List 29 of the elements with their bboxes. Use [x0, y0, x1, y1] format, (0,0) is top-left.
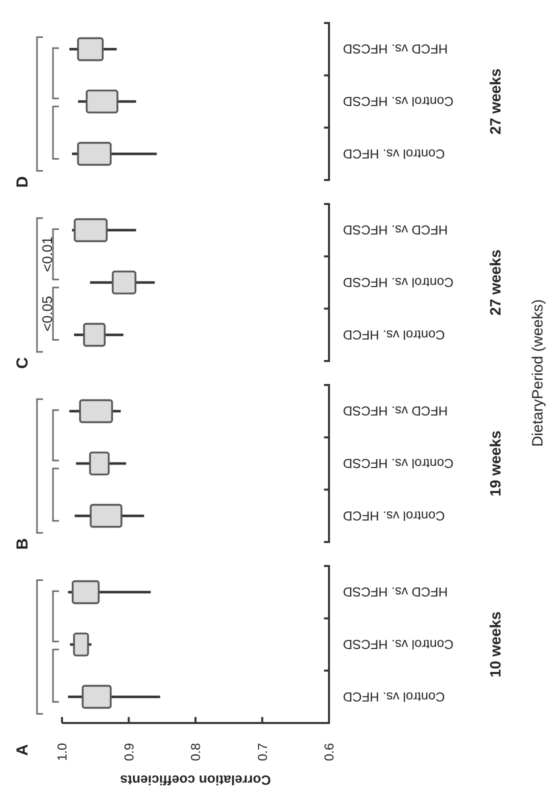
text: C: [14, 356, 32, 369]
x-tick-label: 0.6: [322, 742, 337, 762]
y-tick-label: Control vs. HFCD: [343, 508, 445, 524]
text: <0.01: [38, 236, 55, 272]
x-axis-title: Correlation coefficients: [120, 772, 271, 788]
text: <0.05: [38, 296, 55, 332]
y-tick-label: Control vs. HFCD: [343, 327, 445, 342]
text: A: [14, 744, 32, 756]
y-tick-label: Control vs. HFCSD: [343, 456, 454, 471]
y-axis-title: 27 weeks: [487, 250, 504, 316]
y-axis-title: 27 weeks: [487, 68, 504, 134]
text: B: [14, 538, 32, 550]
text: DietaryPeriod (weeks): [529, 299, 546, 447]
y-tick-label: Control vs. HFCD: [343, 146, 445, 162]
y-tick-label: Control vs. HFCSD: [343, 636, 454, 652]
y-axis-title: 19 weeks: [487, 430, 504, 496]
x-tick-label: 0.8: [188, 742, 204, 762]
x-tick-label: 1.0: [54, 742, 70, 762]
y-tick-label: HFCD vs. HFCSD: [343, 222, 448, 238]
y-tick-label: HFCD vs. HFCSD: [343, 42, 448, 57]
y-tick-label: Control vs. HFCD: [343, 689, 445, 704]
y-tick-label: Control vs. HFCSD: [343, 94, 454, 109]
x-tick-label: 0.9: [121, 742, 136, 762]
y-tick-label: HFCD vs. HFCSD: [343, 584, 448, 600]
y-tick-label: Control vs. HFCSD: [343, 274, 454, 290]
x-tick-label: 0.7: [254, 742, 270, 762]
text: D: [14, 176, 32, 188]
y-tick-label: HFCD vs. HFCSD: [343, 404, 448, 419]
y-axis-title: 10 weeks: [487, 612, 504, 678]
